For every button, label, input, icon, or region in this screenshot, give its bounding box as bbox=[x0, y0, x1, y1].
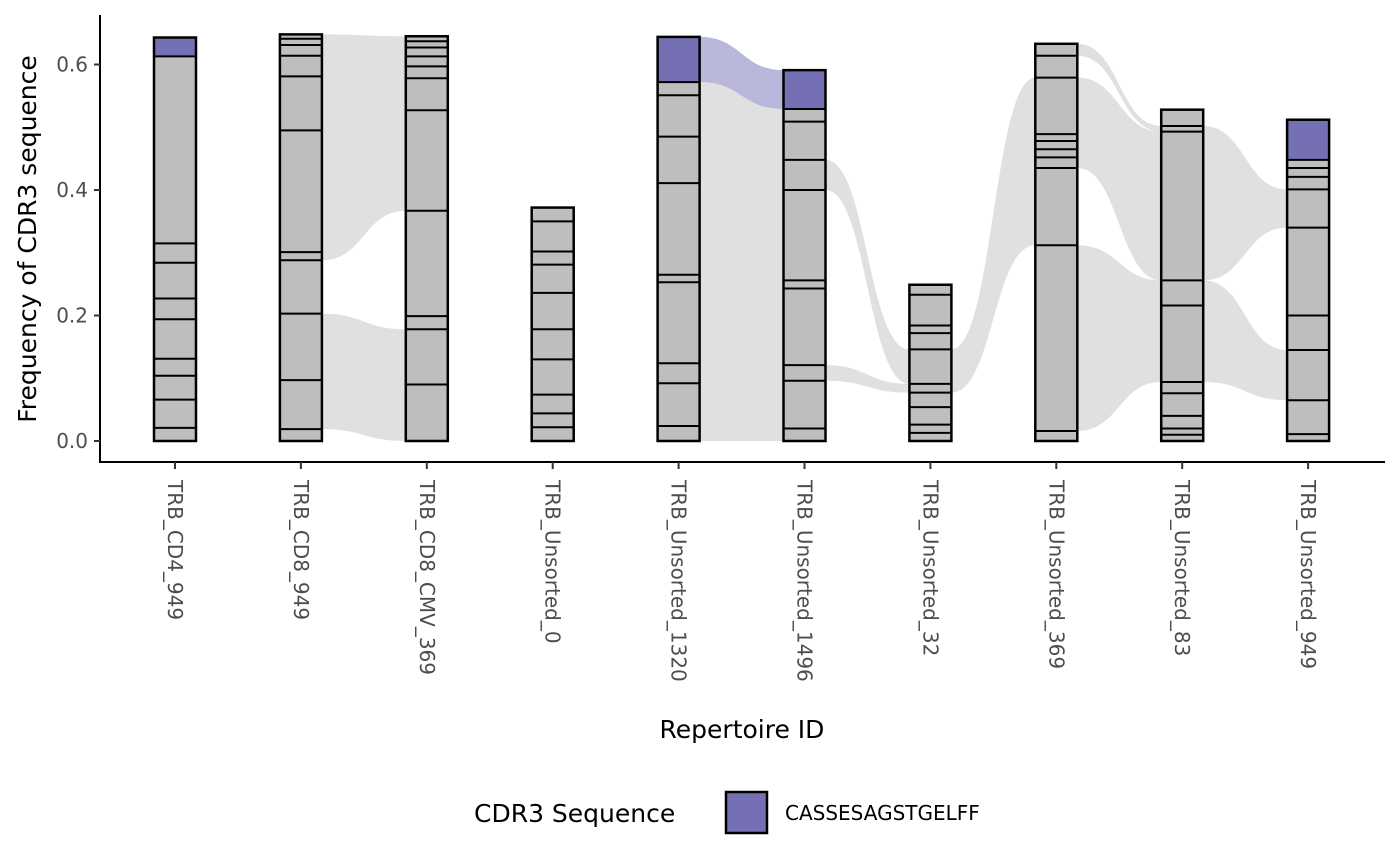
x-ticks: TRB_CD4_949 TRB_CD8_949 TRB_CD8_CMV_369 TRB… bbox=[163, 462, 1320, 682]
flows-layer bbox=[321, 34, 1288, 441]
highlight-flow bbox=[699, 36, 784, 110]
x-tick-label: TRB_CD4_949 bbox=[163, 479, 187, 620]
highlight-segment bbox=[783, 70, 826, 110]
y-ticks: 0.0 0.2 0.4 0.6 bbox=[56, 53, 100, 453]
stacked-bar bbox=[783, 70, 826, 442]
x-tick-label: TRB_Unsorted_1320 bbox=[667, 479, 691, 682]
highlight-segment bbox=[154, 37, 196, 57]
stacked-bar bbox=[909, 284, 952, 441]
bar-outline bbox=[1159, 108, 1205, 443]
x-tick-label: TRB_Unsorted_1496 bbox=[793, 479, 817, 682]
flow-band bbox=[825, 159, 910, 384]
y-tick-label: 0.0 bbox=[56, 429, 88, 453]
legend-title: CDR3 Sequence bbox=[474, 799, 675, 828]
stacked-bar bbox=[657, 36, 700, 441]
x-tick-label: TRB_Unsorted_83 bbox=[1170, 479, 1194, 656]
stacked-bar bbox=[531, 207, 574, 441]
bar-outline bbox=[404, 35, 450, 443]
x-tick-label: TRB_Unsorted_32 bbox=[918, 479, 942, 656]
stacked-bar bbox=[1035, 43, 1078, 441]
stacked-bar bbox=[279, 34, 322, 441]
x-tick-label: TRB_Unsorted_949 bbox=[1296, 479, 1320, 669]
y-tick-label: 0.6 bbox=[56, 53, 88, 77]
flow-band bbox=[1077, 245, 1162, 431]
x-tick-label: TRB_Unsorted_0 bbox=[541, 479, 565, 644]
stacked-bar bbox=[405, 36, 448, 441]
flow-band bbox=[825, 365, 910, 393]
bars-layer bbox=[152, 33, 1331, 443]
x-tick-label: TRB_CD8_949 bbox=[289, 479, 313, 620]
bar-outline bbox=[1285, 118, 1331, 443]
axes-layer bbox=[99, 15, 1385, 463]
bar-outline bbox=[782, 68, 827, 443]
bar-outline bbox=[530, 206, 575, 443]
legend-swatch bbox=[724, 790, 769, 835]
y-tick-label: 0.2 bbox=[56, 304, 88, 328]
flow-band bbox=[1203, 125, 1288, 281]
stacked-bar bbox=[154, 37, 196, 442]
bar-outline bbox=[278, 33, 324, 443]
bar-outline bbox=[908, 283, 953, 443]
stacked-bar bbox=[1287, 119, 1330, 441]
flow-band bbox=[951, 77, 1036, 393]
y-axis-title: Frequency of CDR3 sequence bbox=[13, 55, 42, 423]
bar-outline bbox=[1034, 42, 1079, 443]
stacked-bar bbox=[1161, 109, 1204, 442]
flow-band bbox=[321, 34, 406, 261]
bar-outline bbox=[656, 35, 701, 443]
legend-entry-label: CASSESAGSTGELFF bbox=[785, 801, 980, 825]
highlight-segment bbox=[1287, 119, 1330, 160]
bar-outline bbox=[152, 36, 198, 443]
x-tick-label: TRB_Unsorted_369 bbox=[1044, 479, 1068, 669]
x-tick-label: TRB_CD8_CMV_369 bbox=[415, 479, 439, 675]
flow-band bbox=[1077, 43, 1162, 132]
flow-band bbox=[1203, 280, 1288, 401]
x-axis-title: Repertoire ID bbox=[660, 715, 825, 744]
flow-band bbox=[1077, 77, 1162, 281]
legend: CDR3 Sequence CASSESAGSTGELFF bbox=[474, 790, 980, 835]
highlight-segment bbox=[657, 36, 700, 83]
y-tick-label: 0.4 bbox=[56, 178, 88, 202]
flow-band bbox=[699, 82, 784, 441]
flow-band bbox=[321, 313, 406, 441]
